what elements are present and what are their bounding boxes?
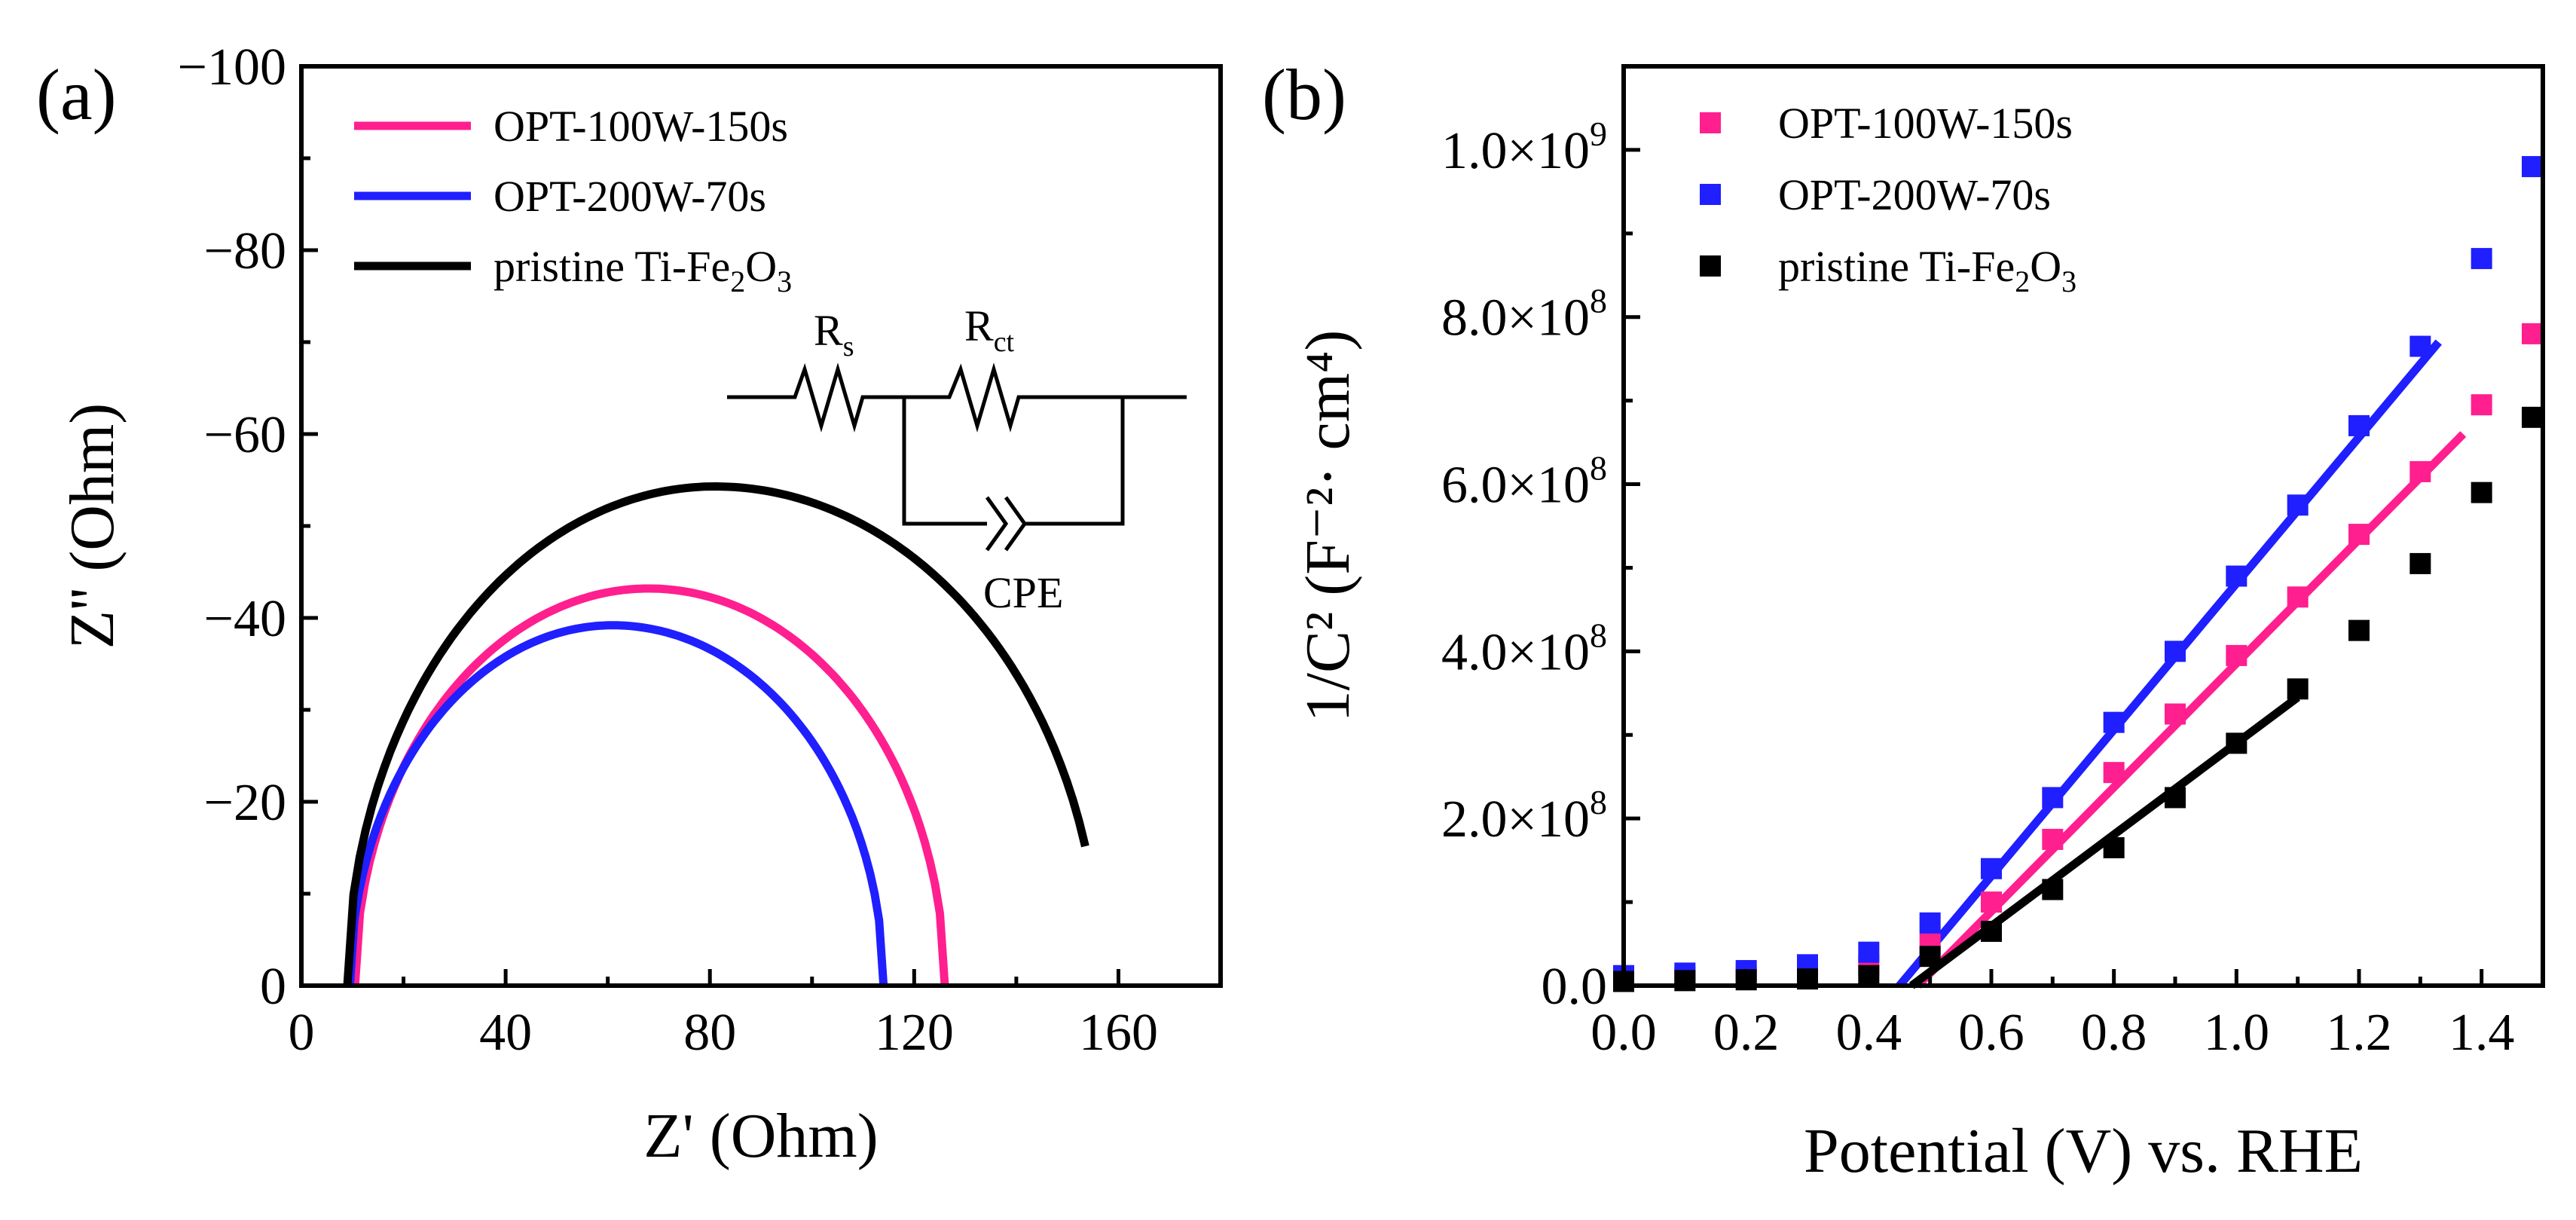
panel-b-y-tick-label: 1.0×109 bbox=[1441, 115, 1607, 180]
panel-b-x-axis-label: Potential (V) vs. RHE bbox=[1804, 1116, 2363, 1186]
panel-a-x-tick-label: 160 bbox=[1079, 1004, 1158, 1062]
panel-b-point-2 bbox=[2409, 335, 2431, 357]
cpe-right-wire bbox=[1025, 397, 1125, 526]
panel-a-y-tick-label: 0 bbox=[260, 958, 286, 1016]
panel-b-point-1 bbox=[2409, 460, 2431, 482]
panel-b-legend-marker-2 bbox=[1700, 184, 1721, 205]
panel-b-mott-schottky-plot: (b) 0.0 0.2 0.4 0.6 0.8 1.0 1.2 1.4 0.0 2.0×108 4.… bbox=[1262, 54, 2545, 1186]
panel-b-x-tick-label: 1.2 bbox=[2326, 1004, 2392, 1062]
panel-b-point-1 bbox=[2471, 394, 2492, 416]
panel-b-y-tick-label: 0.0 bbox=[1542, 958, 1608, 1016]
panel-a-y-tick-label: −100 bbox=[178, 38, 286, 96]
panel-b-point-1 bbox=[2287, 586, 2309, 608]
panel-b-point-2 bbox=[2348, 414, 2370, 436]
panel-a-legend-entry-1: OPT-100W-150s bbox=[494, 102, 788, 151]
panel-b-point-3 bbox=[2103, 837, 2125, 858]
panel-b-x-tick-label: 0.6 bbox=[1958, 1004, 2024, 1062]
panel-b-legend: OPT-100W-150s OPT-200W-70s pristine Ti-Fe2… bbox=[1700, 99, 2076, 298]
panel-a-nyquist-plot: (a) 0 40 80 120 160 0 −20 −40 −60 −80 −100 Z' (Ohm… bbox=[36, 38, 1223, 1171]
panel-b-ticks: 0.0 0.2 0.4 0.6 0.8 1.0 1.2 1.4 0.0 2.0×108 4.0×10… bbox=[1441, 64, 2545, 1062]
panel-b-point-1 bbox=[2165, 703, 2186, 725]
cpe-symbol-left bbox=[985, 496, 1009, 552]
panel-b-legend-entry-3: pristine Ti-Fe2O3 bbox=[1778, 242, 2076, 298]
panel-a-x-tick-label: 80 bbox=[683, 1004, 736, 1062]
panel-b-y-tick-label: 8.0×108 bbox=[1441, 282, 1607, 347]
cpe-label: CPE bbox=[983, 568, 1063, 617]
panel-a-series-line-2 bbox=[345, 621, 888, 986]
panel-b-point-3 bbox=[2348, 619, 2370, 641]
panel-b-point-2 bbox=[2042, 787, 2064, 809]
panel-b-label: (b) bbox=[1262, 54, 1346, 135]
panel-b-point-3 bbox=[2522, 406, 2543, 428]
panel-b-point-3 bbox=[2409, 552, 2431, 574]
panel-b-x-tick-label: 0.2 bbox=[1713, 1004, 1780, 1062]
panel-b-point-1 bbox=[2042, 828, 2064, 850]
panel-a-x-tick-label: 120 bbox=[875, 1004, 954, 1062]
panel-b-plot-frame bbox=[1621, 64, 2545, 988]
panel-a-label: (a) bbox=[36, 54, 117, 135]
panel-b-point-2 bbox=[2226, 565, 2248, 587]
panel-b-point-2 bbox=[2522, 156, 2543, 178]
panel-b-x-tick-label: 0.8 bbox=[2081, 1004, 2147, 1062]
panel-a-x-tick-label: 40 bbox=[479, 1004, 532, 1062]
panel-b-point-3 bbox=[2471, 482, 2492, 503]
panel-b-point-3 bbox=[2287, 678, 2309, 700]
panel-b-point-2 bbox=[2471, 248, 2492, 270]
panel-b-data-points bbox=[1613, 156, 2543, 992]
panel-a-legend: OPT-100W-150s OPT-200W-70s pristine Ti-Fe2… bbox=[354, 102, 792, 298]
panel-a-ticks: 0 40 80 120 160 0 −20 −40 −60 −80 −100 bbox=[178, 38, 1158, 1062]
panel-b-legend-entry-1: OPT-100W-150s bbox=[1778, 99, 2073, 148]
panel-b-fit-lines bbox=[1896, 339, 2467, 989]
panel-a-y-tick-label: −60 bbox=[204, 406, 286, 464]
panel-b-x-tick-label: 1.0 bbox=[2204, 1004, 2270, 1062]
panel-b-y-axis-label: 1/C² (F⁻²· cm⁴) bbox=[1293, 330, 1363, 723]
panel-b-x-tick-label: 0.0 bbox=[1591, 1004, 1657, 1062]
panel-b-y-tick-label: 4.0×108 bbox=[1441, 616, 1607, 681]
panel-a-legend-entry-3: pristine Ti-Fe2O3 bbox=[494, 242, 792, 298]
panel-b-x-tick-label: 0.4 bbox=[1836, 1004, 1902, 1062]
panel-b-point-3 bbox=[1919, 946, 1941, 968]
panel-b-point-2 bbox=[2287, 494, 2309, 516]
panel-b-point-2 bbox=[1858, 941, 1880, 963]
cpe-symbol-right bbox=[1004, 496, 1028, 552]
panel-a-y-tick-label: −20 bbox=[204, 774, 286, 832]
panel-a-series-line-1 bbox=[350, 584, 949, 986]
equivalent-circuit-inset: Rs Rct CPE bbox=[727, 301, 1187, 617]
panel-a-series-line-3 bbox=[343, 482, 1089, 986]
panel-b-point-2 bbox=[1981, 858, 2002, 879]
panel-b-fit-line-1 bbox=[1914, 431, 2467, 989]
panel-b-fit-line-2 bbox=[1896, 339, 2442, 989]
panel-b-point-1 bbox=[2103, 762, 2125, 784]
panel-a-legend-entry-2: OPT-200W-70s bbox=[494, 172, 766, 221]
panel-b-legend-marker-1 bbox=[1700, 112, 1721, 133]
panel-b-point-1 bbox=[2348, 524, 2370, 546]
panel-b-point-3 bbox=[1981, 920, 2002, 942]
panel-b-point-2 bbox=[2165, 641, 2186, 662]
panel-b-point-1 bbox=[2522, 323, 2543, 344]
panel-b-x-tick-label: 1.4 bbox=[2449, 1004, 2515, 1062]
resistor-rs-label: Rs bbox=[814, 306, 854, 362]
cpe-left-wire bbox=[902, 397, 987, 526]
panel-a-curves bbox=[343, 482, 1089, 986]
panel-a-x-tick-label: 0 bbox=[289, 1004, 315, 1062]
panel-a-y-tick-label: −40 bbox=[204, 590, 286, 648]
panel-b-point-3 bbox=[2042, 879, 2064, 900]
panel-b-point-2 bbox=[1919, 912, 1941, 934]
resistor-rct-label: Rct bbox=[964, 301, 1015, 358]
panel-a-x-axis-label: Z' (Ohm) bbox=[643, 1101, 878, 1171]
panel-b-point-2 bbox=[2103, 711, 2125, 733]
panel-b-y-tick-label: 6.0×108 bbox=[1441, 449, 1607, 515]
panel-b-point-1 bbox=[2226, 644, 2248, 666]
panel-b-point-3 bbox=[2165, 787, 2186, 809]
panel-b-point-1 bbox=[1981, 891, 2002, 913]
series-circuit-wire bbox=[727, 362, 1187, 433]
panel-a-y-tick-label: −80 bbox=[204, 222, 286, 280]
panel-a-y-axis-label: Z'' (Ohm) bbox=[57, 403, 127, 650]
panel-b-point-3 bbox=[2226, 732, 2248, 754]
panel-b-legend-entry-2: OPT-200W-70s bbox=[1778, 170, 2051, 219]
panel-b-legend-marker-3 bbox=[1700, 255, 1721, 277]
panel-b-y-tick-label: 2.0×108 bbox=[1441, 783, 1607, 848]
